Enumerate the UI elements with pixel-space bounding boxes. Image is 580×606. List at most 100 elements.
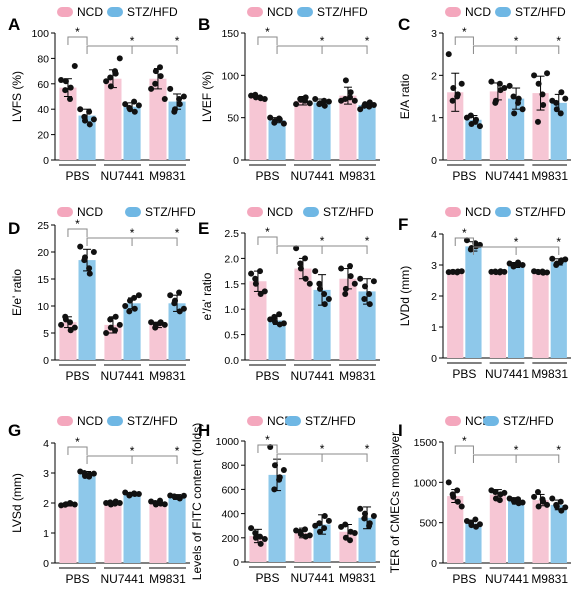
sig-bracket — [454, 445, 474, 454]
data-point — [280, 467, 287, 474]
data-point — [342, 521, 349, 528]
y-tick-label: 3 — [431, 28, 437, 40]
y-tick-label: 200 — [221, 533, 239, 545]
legend-swatch-ncd — [247, 416, 263, 426]
panel-letter: C — [398, 15, 410, 34]
data-point — [492, 99, 499, 106]
data-point — [67, 96, 74, 103]
data-point — [126, 492, 133, 499]
y-tick-label: 1000 — [216, 436, 240, 448]
data-point — [467, 246, 474, 253]
bar-ncd — [339, 95, 357, 160]
y-tick-label: 4 — [43, 438, 49, 450]
y-axis-label: E/e' ratio — [10, 269, 24, 316]
data-point — [280, 120, 287, 127]
data-point — [161, 321, 168, 328]
sig-star: * — [556, 34, 561, 48]
bar-ncd — [294, 268, 312, 360]
legend-swatch-ncd — [247, 7, 263, 17]
data-point — [506, 82, 513, 89]
data-point — [510, 497, 517, 504]
data-point — [257, 533, 264, 540]
bar-ncd — [447, 496, 464, 563]
data-point — [62, 313, 69, 320]
bar-ncd — [104, 503, 122, 563]
y-tick-label: 0 — [431, 353, 437, 365]
x-tick-label: PBS — [255, 571, 279, 585]
y-tick-label: 1000 — [414, 477, 438, 489]
data-point — [267, 444, 274, 451]
data-point — [361, 283, 368, 290]
y-axis-label: TER of CMECs monolayer — [388, 432, 402, 573]
sig-star: * — [130, 226, 135, 240]
y-tick-label: 150 — [221, 28, 239, 40]
data-point — [501, 268, 508, 275]
data-point — [135, 292, 142, 299]
data-point — [458, 268, 465, 275]
x-tick-label: NU7441 — [290, 169, 334, 183]
bar-stz — [465, 246, 482, 358]
data-point — [366, 301, 373, 308]
legend-swatch-ncd — [445, 207, 461, 217]
y-tick-label: 100 — [221, 70, 239, 82]
y-tick-label: 2 — [43, 498, 49, 510]
y-tick-label: 2.0 — [224, 253, 239, 265]
data-point — [463, 237, 470, 244]
y-axis-label: LVEF (%) — [200, 71, 214, 122]
bar-stz — [123, 303, 141, 360]
legend-swatch-stz — [107, 7, 123, 17]
data-point — [148, 85, 155, 92]
sig-star: * — [556, 235, 561, 249]
x-tick-label: NU7441 — [100, 369, 144, 383]
data-point — [67, 84, 74, 91]
y-axis-label: e'/a' ratio — [200, 272, 214, 320]
sig-star: * — [175, 444, 180, 458]
data-point — [321, 97, 328, 104]
data-point — [351, 529, 358, 536]
data-point — [361, 102, 368, 109]
data-point — [252, 529, 259, 536]
data-point — [454, 498, 461, 505]
data-point — [316, 520, 323, 527]
data-point — [248, 525, 255, 532]
legend-label-stz: STZ/HFD — [503, 414, 554, 428]
panel-letter: A — [8, 15, 20, 34]
data-point — [370, 101, 377, 108]
data-point — [445, 479, 452, 486]
data-point — [325, 296, 332, 303]
x-tick-label: M9831 — [149, 369, 186, 383]
bar-stz — [123, 494, 141, 563]
data-point — [176, 494, 183, 501]
data-point — [90, 470, 97, 477]
data-point — [501, 489, 508, 496]
data-point — [131, 108, 138, 115]
data-point — [257, 94, 264, 101]
data-point — [167, 85, 174, 92]
legend-swatch-stz — [495, 7, 511, 17]
x-tick-label: M9831 — [339, 571, 376, 585]
data-point — [342, 96, 349, 103]
data-point — [276, 311, 283, 318]
data-point — [116, 55, 123, 62]
data-point — [361, 296, 368, 303]
y-axis-label: LVDd (mm) — [398, 266, 412, 326]
bar-ncd — [532, 271, 549, 358]
data-point — [553, 262, 560, 268]
bar-ncd — [489, 271, 506, 358]
data-point — [261, 288, 268, 295]
data-point — [126, 308, 133, 315]
bar-ncd — [149, 324, 167, 360]
sig-star: * — [130, 34, 135, 48]
chart-panel-a: A NCD STZ/HFD 0 20 40 60 80 100 LVFS (%) PBS NU7441… — [8, 5, 190, 183]
data-point — [338, 265, 345, 272]
bar-stz — [168, 303, 186, 360]
data-point — [531, 72, 538, 79]
data-point — [62, 78, 69, 85]
data-point — [366, 522, 373, 529]
data-point — [90, 249, 97, 255]
data-point — [553, 501, 560, 508]
sig-bracket — [67, 228, 88, 237]
data-point — [157, 73, 164, 80]
x-tick-label: PBS — [65, 369, 89, 383]
